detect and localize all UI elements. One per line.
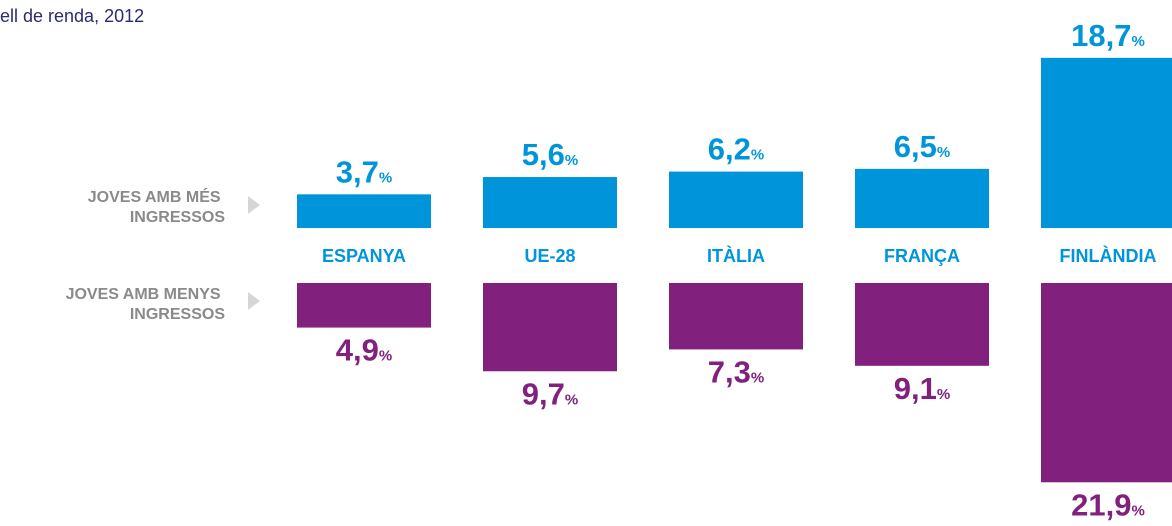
value-label: 4,9% [336,333,392,368]
bar [297,194,431,228]
value-label: 6,5% [894,129,950,164]
category-label: ESPANYA [322,246,406,266]
bar [483,177,617,228]
value-label: 5,6% [522,137,578,172]
value-label: 7,3% [708,354,764,389]
row-arrow [248,196,260,214]
category-label: UE-28 [524,246,575,266]
bar [297,283,431,328]
category-label: ITÀLIA [707,245,765,266]
bar [669,172,803,228]
value-label: 21,9% [1071,487,1145,522]
value-label: 9,1% [894,371,950,406]
chart: ell de renda, 2012 JOVES AMB MÉS INGRESS… [0,0,1172,526]
row-arrow [248,292,260,310]
category-label: FINLÀNDIA [1060,245,1157,266]
value-label: 3,7% [336,154,392,189]
bar [855,283,989,366]
category-label: FRANÇA [884,246,960,266]
bar [1041,283,1172,482]
bar [669,283,803,349]
bar [855,169,989,228]
value-label: 6,2% [708,132,764,167]
row-label: JOVES AMB MENYS INGRESSOS [66,286,226,323]
row-label: JOVES AMB MÉS INGRESSOS [88,187,226,226]
chart-title: ell de renda, 2012 [0,6,144,26]
value-label: 18,7% [1071,18,1145,53]
bar [483,283,617,371]
value-label: 9,7% [522,376,578,411]
bar [1041,58,1172,228]
